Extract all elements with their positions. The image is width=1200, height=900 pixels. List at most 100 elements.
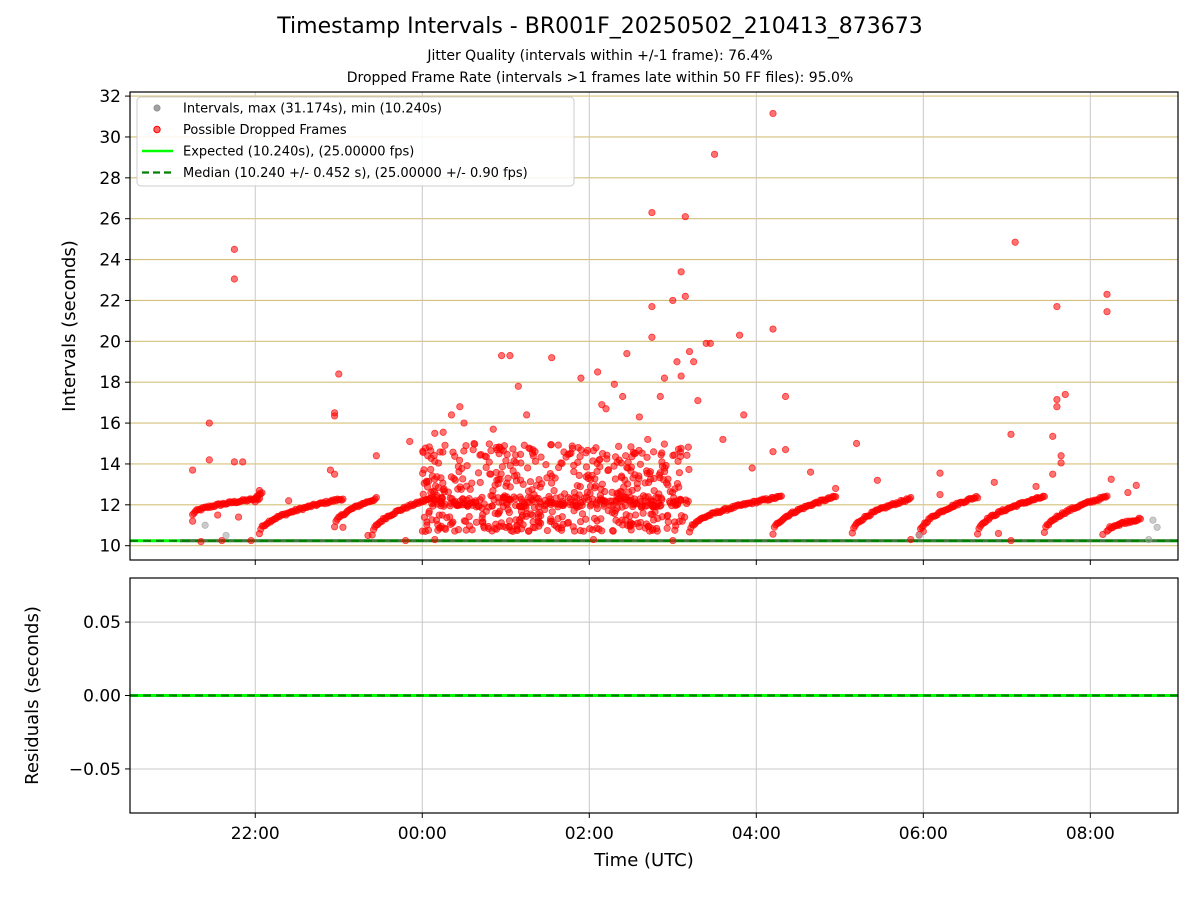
dropped-frame-point [639,509,647,517]
dropped-frame-point [465,513,473,521]
dropped-frame-point [558,459,566,468]
dropped-frame-point [557,493,565,501]
dropped-frame-point [428,472,436,480]
dropped-frame-point [505,496,513,504]
dropped-frame-point [554,441,562,449]
dropped-frame-point [537,512,545,520]
dropped-frame-point [427,465,435,474]
dropped-frame-point [832,493,840,501]
dropped-frame-point [424,477,433,486]
x-tick-label: 08:00 [1066,824,1115,844]
dropped-frame-point [748,464,756,472]
y-tick-label: 14 [99,455,121,475]
dropped-frame-point [635,413,643,421]
dropped-frame-point [505,508,513,516]
dropped-frame-point [230,245,238,253]
dropped-frame-point [623,349,631,358]
dropped-frame-point [1040,492,1048,501]
dropped-frame-point [406,437,414,446]
dropped-frame-point [610,380,618,388]
dropped-frame-point [197,538,205,546]
dropped-frame-point [948,503,957,511]
y-tick-label: 12 [99,496,121,516]
dropped-frame-point [769,109,777,118]
dropped-frame-point [519,480,527,488]
dropped-frame-point [557,500,565,509]
dropped-frame-point [456,483,464,491]
dropped-frame-point [677,372,685,380]
y-tick-label: 22 [99,291,121,311]
dropped-frame-point [520,441,528,449]
dropped-frame-point [205,456,213,464]
dropped-frame-point [832,484,840,493]
dropped-frame-point [633,480,641,488]
dropped-frame-point [468,526,476,534]
dropped-frame-point [684,443,692,451]
dropped-frame-point [460,447,468,455]
legend-marker-intervals [153,104,161,112]
dropped-frame-point [189,517,197,525]
dropped-frame-point [1057,452,1065,460]
dropped-frame-point [706,339,714,347]
dropped-frame-point [683,451,691,459]
dropped-frame-point [548,517,556,525]
dropped-frame-point [431,535,439,544]
dropped-frame-point [619,392,627,401]
dropped-frame-point [512,495,520,503]
dropped-frame-point [532,494,540,502]
dropped-frame-point [489,425,497,433]
dropped-frame-point [401,536,410,545]
dropped-frame-point [592,444,600,452]
dropped-frame-point [604,466,613,474]
dropped-frame-point [595,456,603,464]
dropped-frame-point [447,411,456,419]
dropped-frame-point [1049,470,1057,478]
dropped-frame-point [339,523,347,531]
dropped-frame-point [474,469,483,477]
dropped-frame-point [622,511,630,519]
dropped-frame-point [577,518,585,526]
dropped-frame-point [538,480,546,488]
dropped-frame-point [670,451,678,459]
dropped-frame-point [506,462,514,470]
dropped-frame-point [873,476,881,484]
dropped-frame-point [680,513,689,521]
dropped-frame-point [477,450,485,459]
dropped-frame-point [419,490,427,498]
dropped-frame-point [466,485,474,493]
dropped-frame-point [335,370,343,378]
dropped-frame-point [1103,308,1111,316]
dropped-frame-point [498,463,506,471]
dropped-frame-point [506,483,514,491]
interval-point [1153,523,1161,531]
dropped-frame-point [505,522,513,531]
dropped-frame-point [637,503,646,511]
dropped-frame-point [1053,302,1061,311]
dropped-frame-point [719,435,727,444]
residuals-plot: 0.05 0.00 −0.05 22:00 00:00 02:00 04:00 06:00 08… [22,577,1179,871]
dropped-frame-point [682,496,690,504]
dropped-frame-point [364,531,372,540]
dropped-frame-point [597,515,605,523]
dropped-frame-point [655,471,663,479]
dropped-frame-point [645,478,653,486]
legend-label: Median (10.240 +/- 0.452 s), (25.00000 +… [183,166,528,181]
dropped-frame-point [498,352,506,360]
dropped-frame-point [907,535,915,544]
dropped-frame-point [451,527,459,535]
dropped-frame-point [214,511,222,519]
dropped-frame-point [615,442,623,450]
dropped-frame-point [685,347,694,356]
dropped-frame-point [488,527,496,535]
dropped-frame-point [451,452,459,460]
dropped-frame-point [673,358,681,366]
dropped-frame-point [936,469,944,477]
dropped-frame-point [446,513,454,521]
dropped-frame-point [522,512,530,520]
dropped-frame-point [781,446,790,454]
dropped-frame-point [485,440,493,448]
dropped-frame-point [1007,430,1015,438]
dropped-frame-point [439,486,447,494]
dropped-frame-point [514,382,522,390]
dropped-frame-point [675,517,683,526]
